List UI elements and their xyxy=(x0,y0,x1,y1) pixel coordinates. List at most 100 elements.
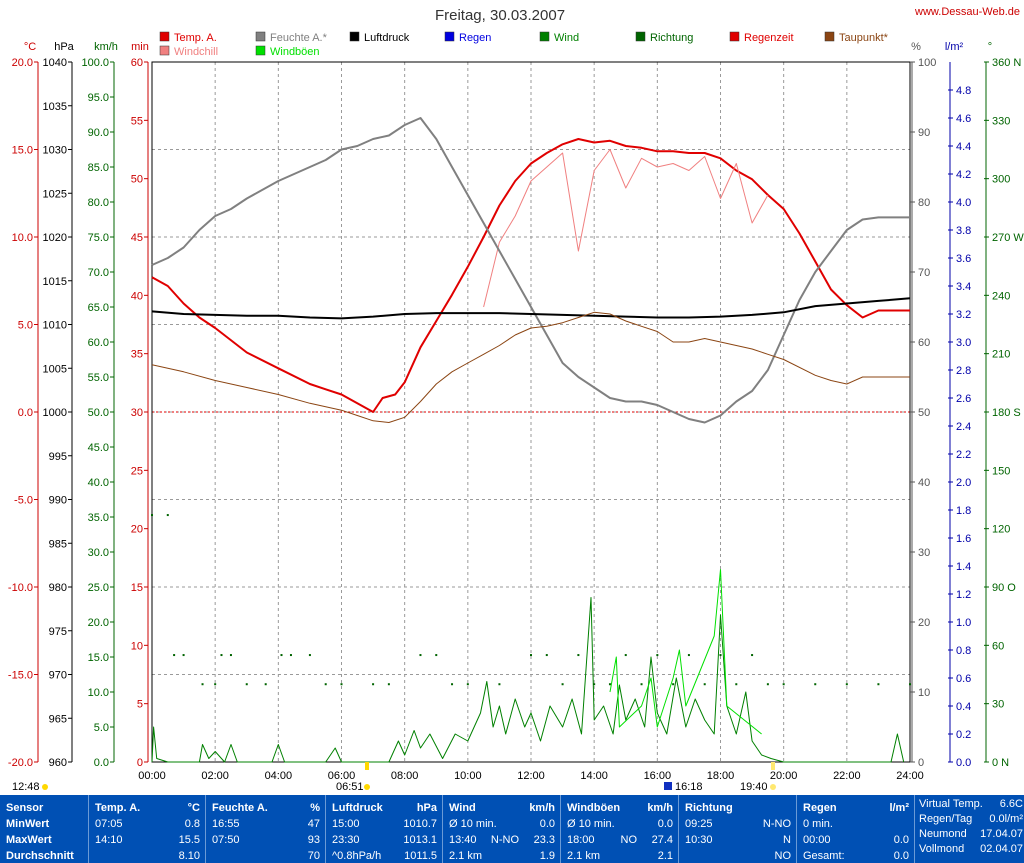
stats-cell-value: 8.10 xyxy=(178,850,200,862)
sun-daylength: 12:48 xyxy=(12,781,40,793)
direction-point xyxy=(245,683,248,686)
stats-cell-value: 27.4 xyxy=(651,834,673,846)
stats-row-label-text: MaxWert xyxy=(6,834,52,846)
stats-cell-row: ^0.8hPa/h 1011.5 xyxy=(326,849,443,863)
right-tick-label: 4.8 xyxy=(956,85,971,97)
right-tick-label: 1.8 xyxy=(956,505,971,517)
right-tick-label: 330 xyxy=(992,115,1010,127)
stats-extra-label: Vollmond xyxy=(919,843,965,855)
stats-row-label: Durchschnitt xyxy=(0,849,88,863)
left-tick-label: 30 xyxy=(131,407,143,419)
direction-point xyxy=(340,683,343,686)
chart-legend: Temp. A. Windchill Feuchte A.* Windböen Luft… xyxy=(159,31,889,58)
stats-col-unit: km/h xyxy=(647,802,673,814)
chart-grid xyxy=(151,61,911,763)
x-tick-label: 00:00 xyxy=(138,770,166,782)
stats-cell-row: 0 min. xyxy=(797,817,915,831)
stats-cell-value: 23.3 xyxy=(533,834,555,846)
stats-cell-value: 1010.7 xyxy=(403,818,437,830)
right-tick-label: 4.4 xyxy=(956,141,971,153)
direction-point xyxy=(220,654,223,657)
stats-cell-time: ^0.8hPa/h xyxy=(332,850,382,862)
direction-point xyxy=(166,514,169,517)
left-tick-label: 1010 xyxy=(43,320,67,332)
right-tick-label: 3.8 xyxy=(956,225,971,237)
left-tick-label: -5.0 xyxy=(14,495,33,507)
left-tick-label: 60.0 xyxy=(88,337,109,349)
stats-cell-value: 2.1 xyxy=(657,850,673,862)
left-tick-label: 85.0 xyxy=(88,162,109,174)
stats-cell-row: 16:55 47 xyxy=(206,817,326,831)
stats-cell-value: NO xyxy=(774,850,792,862)
stats-cell-value: 0.0 xyxy=(893,834,909,846)
left-tick-label: 0.0 xyxy=(18,407,33,419)
left-tick-label: 80.0 xyxy=(88,197,109,209)
left-tick-label: 1005 xyxy=(43,363,67,375)
stats-col-regen: Regen l/m² 0 min. 00:00 0.0 Gesamt: 0.0 xyxy=(796,795,915,863)
plot-area xyxy=(151,117,911,763)
direction-point xyxy=(877,683,880,686)
right-tick-label: 40 xyxy=(918,477,930,489)
right-tick-label: 50 xyxy=(918,407,930,419)
x-tick-label: 12:00 xyxy=(517,770,545,782)
right-tick-label: 3.4 xyxy=(956,281,971,293)
right-tick-label: 150 xyxy=(992,465,1010,477)
left-tick-label: 15.0 xyxy=(88,652,109,664)
direction-point xyxy=(608,683,611,686)
series-feuchte-a- xyxy=(151,117,910,424)
direction-point xyxy=(151,514,153,517)
direction-point xyxy=(687,654,690,657)
left-tick-label: 60 xyxy=(131,57,143,69)
left-tick-label: 970 xyxy=(49,670,67,682)
stats-col-header: Luftdruck hPa xyxy=(326,801,443,815)
direction-point xyxy=(909,683,911,686)
left-tick-label: 90.0 xyxy=(88,127,109,139)
right-tick-label: 360 N xyxy=(992,57,1021,69)
sunrise-icon xyxy=(364,784,370,790)
direction-point xyxy=(530,654,532,657)
direction-point xyxy=(751,654,754,657)
x-tick-label: 20:00 xyxy=(770,770,798,782)
left-tick-label: 75.0 xyxy=(88,232,109,244)
stats-cell-value: 70 xyxy=(307,850,320,862)
sun-sunrise: 06:51 xyxy=(336,781,364,793)
stats-cell-value: 47 xyxy=(307,818,320,830)
direction-point xyxy=(561,683,564,686)
right-tick-label: 60 xyxy=(992,640,1004,652)
sun-moon: 16:18 xyxy=(675,781,703,793)
direction-point xyxy=(719,654,722,657)
direction-point xyxy=(182,654,185,657)
stats-cell-value: 93 xyxy=(307,834,320,846)
stats-extra-label: Virtual Temp. xyxy=(919,798,983,810)
x-tick-label: 10:00 xyxy=(454,770,482,782)
direction-point xyxy=(308,654,311,657)
left-tick-label: 995 xyxy=(49,451,67,463)
stats-col-unit: l/m² xyxy=(889,802,909,814)
x-tick-label: 24:00 xyxy=(896,770,924,782)
right-tick-label: 2.8 xyxy=(956,365,971,377)
right-tick-label: 3.6 xyxy=(956,253,971,265)
x-tick-label: 22:00 xyxy=(833,770,861,782)
stats-cell-value: 0.0 xyxy=(657,818,673,830)
site-link[interactable]: www.Dessau-Web.de xyxy=(915,6,1020,18)
direction-point xyxy=(640,683,643,686)
left-tick-label: 10 xyxy=(131,640,143,652)
stats-cell-dir: NO xyxy=(620,834,638,846)
stats-cell-value: 0.0 xyxy=(539,818,555,830)
right-tick-label: 30 xyxy=(992,699,1004,711)
left-tick-label: 10.0 xyxy=(88,687,109,699)
stats-row-label-text: Sensor xyxy=(6,802,44,814)
legend-label: Temp. A. xyxy=(174,32,217,44)
left-tick-label: -20.0 xyxy=(8,757,33,769)
left-tick-label: 25 xyxy=(131,465,143,477)
left-tick-label: 15.0 xyxy=(12,145,33,157)
stats-cell-time: 00:00 xyxy=(803,834,831,846)
stats-cell-time: 16:55 xyxy=(212,818,240,830)
direction-point xyxy=(451,683,454,686)
right-tick-label: 210 xyxy=(992,349,1010,361)
direction-point xyxy=(201,683,204,686)
left-tick-label: 40 xyxy=(131,290,143,302)
left-tick-label: 985 xyxy=(49,538,67,550)
right-tick-label: 90 O xyxy=(992,582,1016,594)
legend-label: Windchill xyxy=(174,46,218,58)
